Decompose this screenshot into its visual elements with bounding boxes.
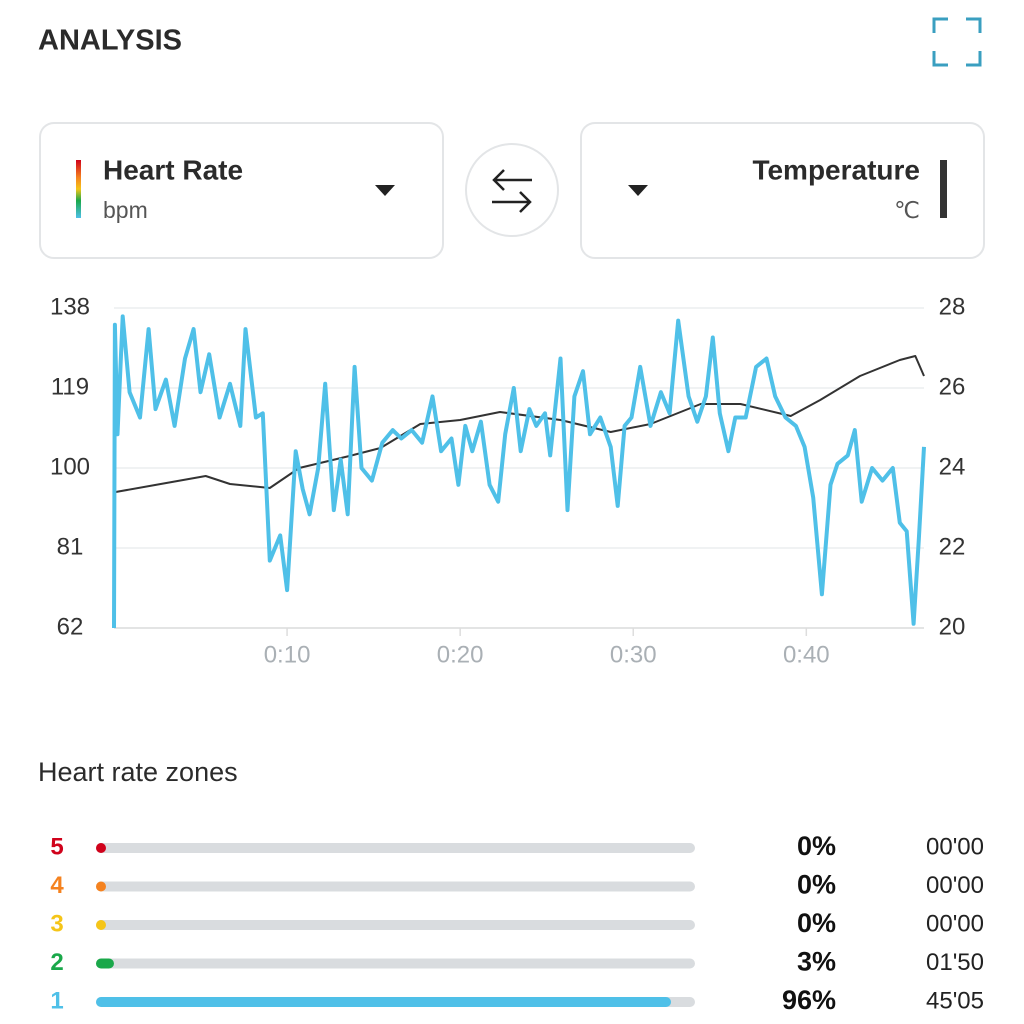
zone-track xyxy=(96,958,695,969)
page-title: ANALYSIS xyxy=(38,25,182,57)
zone-percent: 3% xyxy=(797,947,836,977)
right-metric-selector[interactable]: Temperature ℃ xyxy=(580,122,985,259)
metric-unit: bpm xyxy=(103,197,148,223)
zone-track xyxy=(96,881,695,892)
zone-time: 45'05 xyxy=(926,987,984,1014)
zones-title: Heart rate zones xyxy=(38,757,238,787)
series-line xyxy=(112,314,926,629)
zone-bar xyxy=(96,958,114,969)
fullscreen-button[interactable] xyxy=(932,17,982,67)
swap-button[interactable] xyxy=(465,143,559,237)
metric-name: Heart Rate xyxy=(103,154,243,185)
left-metric-selector[interactable]: Heart Rate bpm xyxy=(39,122,444,259)
zone-number: 1 xyxy=(50,987,63,1014)
zone-time: 00'00 xyxy=(926,833,984,860)
y2-tick-label: 22 xyxy=(939,533,966,560)
zone-number: 3 xyxy=(50,910,63,937)
zone-number: 4 xyxy=(50,872,64,899)
series-line xyxy=(115,355,925,493)
y2-tick-label: 20 xyxy=(939,613,966,640)
zone-time: 01'50 xyxy=(926,949,984,976)
y2-tick-label: 24 xyxy=(939,453,966,480)
zone-number: 2 xyxy=(50,949,63,976)
x-tick-label: 0:20 xyxy=(437,641,484,668)
zone-bar xyxy=(96,997,672,1007)
metric-name: Temperature xyxy=(752,154,920,185)
y-tick-label: 138 xyxy=(50,293,90,320)
zone-percent: 0% xyxy=(797,831,836,861)
y-tick-label: 81 xyxy=(57,533,84,560)
x-tick-label: 0:40 xyxy=(783,641,830,668)
y-tick-label: 100 xyxy=(50,453,90,480)
y-tick-label: 119 xyxy=(51,373,89,400)
zone-time: 00'00 xyxy=(926,872,984,899)
zone-percent: 0% xyxy=(797,870,836,900)
zone-number: 5 xyxy=(50,833,63,860)
zone-bar xyxy=(96,881,106,892)
zone-track xyxy=(96,920,695,930)
metric-unit: ℃ xyxy=(894,197,920,223)
zone-bar xyxy=(96,843,106,853)
y2-tick-label: 28 xyxy=(939,293,966,320)
x-tick-label: 0:30 xyxy=(610,641,657,668)
y-tick-label: 62 xyxy=(57,613,84,640)
x-tick-label: 0:10 xyxy=(264,641,311,668)
zone-bar xyxy=(96,920,106,930)
zone-time: 00'00 xyxy=(926,910,984,937)
zone-percent: 0% xyxy=(797,908,836,938)
zone-percent: 96% xyxy=(782,985,836,1015)
y2-tick-label: 26 xyxy=(939,373,966,400)
zone-track xyxy=(96,843,695,853)
